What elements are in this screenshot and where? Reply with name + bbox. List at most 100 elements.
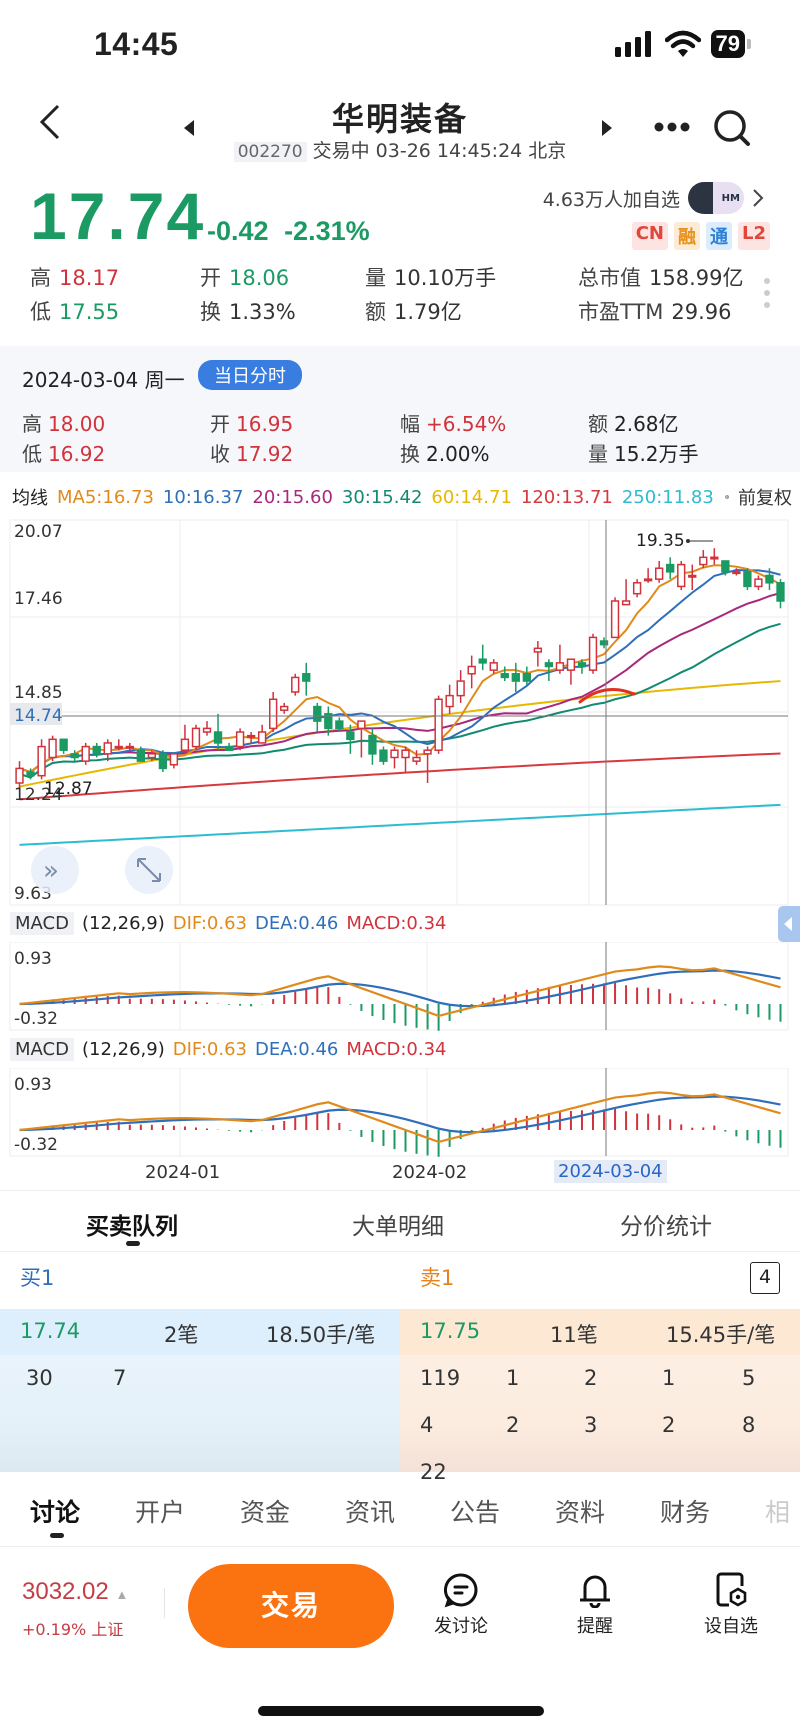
next-stock-icon[interactable] <box>600 120 612 136</box>
post-discussion-button[interactable]: 发讨论 <box>416 1572 506 1638</box>
queue-count-button[interactable]: 4 <box>750 1262 780 1294</box>
x-tick-jan: 2024-01 <box>145 1162 221 1183</box>
quote-stat: 开 18.06 <box>200 266 290 290</box>
macd-chart-2[interactable]: 0.93 -0.32 <box>0 1068 800 1158</box>
quote-stat: 量 10.10万手 <box>365 266 497 290</box>
macd-value-2: MACD:0.34 <box>346 1039 447 1060</box>
bottom-tab[interactable]: 资金 <box>240 1498 291 1527</box>
wifi-icon <box>664 30 701 57</box>
back-icon[interactable] <box>38 104 62 140</box>
settings-hex-icon[interactable] <box>725 485 729 509</box>
bottom-tab[interactable]: 公告 <box>450 1498 501 1527</box>
macd-chart[interactable]: 0.93 -0.32 <box>0 942 800 1032</box>
ma-item: 10:16.37 <box>162 486 244 508</box>
prev-stock-icon[interactable] <box>184 120 196 136</box>
ma-item: 120:13.71 <box>520 486 613 508</box>
stock-header: 华明装备 002270 交易中 03-26 14:45:24 北京 <box>0 90 800 170</box>
x-tick-selected: 2024-03-04 <box>554 1160 667 1183</box>
index-value[interactable]: 3032.02 ▲ <box>22 1578 129 1605</box>
tab-indicator <box>126 1241 140 1246</box>
day-stat: 开 16.95 <box>210 412 294 436</box>
badge-connect[interactable]: 通 <box>706 222 732 250</box>
day-stat: 量 15.2万手 <box>588 442 699 466</box>
svg-text:17.46: 17.46 <box>14 589 63 609</box>
macd-params-2: (12,26,9) <box>81 1039 165 1060</box>
badge-margin[interactable]: 融 <box>674 222 700 250</box>
stock-subtitle: 002270 交易中 03-26 14:45:24 北京 <box>0 136 800 163</box>
svg-text:14.74: 14.74 <box>14 706 63 726</box>
bottom-tab[interactable]: 开户 <box>135 1498 186 1527</box>
bottom-section-tabs: 讨论 开户 资金 资讯 公告 资料 财务 相 <box>0 1475 800 1547</box>
sell-queue: 17.75 11笔 15.45手/笔 119 1 2 1 5 4 2 3 2 8 22 <box>400 1309 800 1484</box>
ma-item: 250:11.83 <box>621 486 714 508</box>
tab-price-stats[interactable]: 分价统计 <box>620 1214 712 1240</box>
buy-price: 17.74 <box>20 1319 81 1343</box>
sell-cell: 1 <box>506 1366 520 1390</box>
quote-stat: 高 18.17 <box>30 266 120 290</box>
alert-button[interactable]: 提醒 <box>550 1572 640 1638</box>
day-stat: 幅 +6.54% <box>400 412 507 436</box>
intraday-button[interactable]: 当日分时 <box>198 360 302 390</box>
follow-info[interactable]: 4.63万人加自选 HM <box>543 182 764 214</box>
dea-value: DEA:0.46 <box>255 913 339 934</box>
quote-stat: 总市值 158.99亿 <box>578 266 744 290</box>
indicator-name[interactable]: MACD <box>10 912 74 935</box>
quote-stat: 低 17.55 <box>30 300 120 324</box>
bottom-tab[interactable]: 相 <box>765 1498 791 1527</box>
search-icon[interactable] <box>712 108 752 148</box>
macd-legend-2: MACD (12,26,9) DIF:0.63 DEA:0.46 MACD:0.… <box>10 1038 446 1061</box>
sell-cell: 3 <box>584 1413 598 1437</box>
tab-queue[interactable]: 买卖队列 <box>86 1214 178 1240</box>
avatar: HM <box>688 182 744 214</box>
day-stat: 高 18.00 <box>22 412 106 436</box>
sell-cell: 8 <box>742 1413 756 1437</box>
chevron-right-icon <box>753 189 764 207</box>
bottom-tab[interactable]: 讨论 <box>30 1498 81 1527</box>
sell-price: 17.75 <box>420 1319 481 1343</box>
trade-button[interactable]: 交易 <box>188 1564 394 1648</box>
badge-l2[interactable]: L2 <box>738 222 770 250</box>
dif-value-2: DIF:0.63 <box>172 1039 247 1060</box>
bottom-tab[interactable]: 资料 <box>555 1498 606 1527</box>
sell-cell: 22 <box>420 1460 447 1484</box>
trade-status: 交易中 03-26 14:45:24 北京 <box>312 140 567 162</box>
sell-cell: 4 <box>420 1413 434 1437</box>
svg-text:0.93: 0.93 <box>14 949 52 969</box>
bottom-tab[interactable]: 财务 <box>660 1498 711 1527</box>
indicator-name-2[interactable]: MACD <box>10 1038 74 1061</box>
quote-stat: 换 1.33% <box>200 300 296 324</box>
add-watchlist-button[interactable]: 设自选 <box>686 1572 776 1638</box>
bottom-tab[interactable]: 资讯 <box>345 1498 396 1527</box>
dif-value: DIF:0.63 <box>172 913 247 934</box>
svg-text:14.85: 14.85 <box>14 683 63 703</box>
bottom-action-bar: 3032.02 ▲ +0.19% 上证 交易 发讨论 提醒 设自选 <box>0 1548 800 1658</box>
watchlist-icon <box>716 1572 747 1607</box>
svg-text:19.35: 19.35 <box>636 531 685 551</box>
expand-dots-icon[interactable] <box>764 278 770 308</box>
sell-cell: 2 <box>584 1366 598 1390</box>
buy1-label: 买1 <box>20 1266 55 1290</box>
home-indicator[interactable] <box>258 1706 544 1716</box>
ma-item: 30:15.42 <box>341 486 423 508</box>
tab-big-orders[interactable]: 大单明细 <box>352 1214 444 1240</box>
adjust-mode[interactable]: 前复权 <box>738 488 792 509</box>
change-value: -0.42 <box>207 216 269 246</box>
buy-cell: 30 <box>26 1366 53 1390</box>
sell1-label: 卖1 <box>420 1266 455 1290</box>
status-bar: 14:45 79 <box>0 0 800 90</box>
more-icon[interactable] <box>654 122 690 132</box>
quote-stat: 额 1.79亿 <box>365 300 462 324</box>
quote-stat: 市盈TTM 29.96 <box>578 300 732 324</box>
x-tick-feb: 2024-02 <box>392 1162 468 1183</box>
side-panel-toggle[interactable] <box>778 906 800 942</box>
stock-name: 华明装备 <box>331 100 468 138</box>
current-price: 17.74 <box>30 179 206 253</box>
badge-cn[interactable]: CN <box>631 222 668 250</box>
sell-cell: 5 <box>742 1366 756 1390</box>
svg-text:0.93: 0.93 <box>14 1075 52 1095</box>
svg-text:-0.32: -0.32 <box>14 1135 58 1155</box>
svg-text:12.24: 12.24 <box>14 785 63 805</box>
chat-icon <box>443 1573 478 1608</box>
buy-queue: 17.74 2笔 18.50手/笔 30 7 <box>0 1309 400 1472</box>
